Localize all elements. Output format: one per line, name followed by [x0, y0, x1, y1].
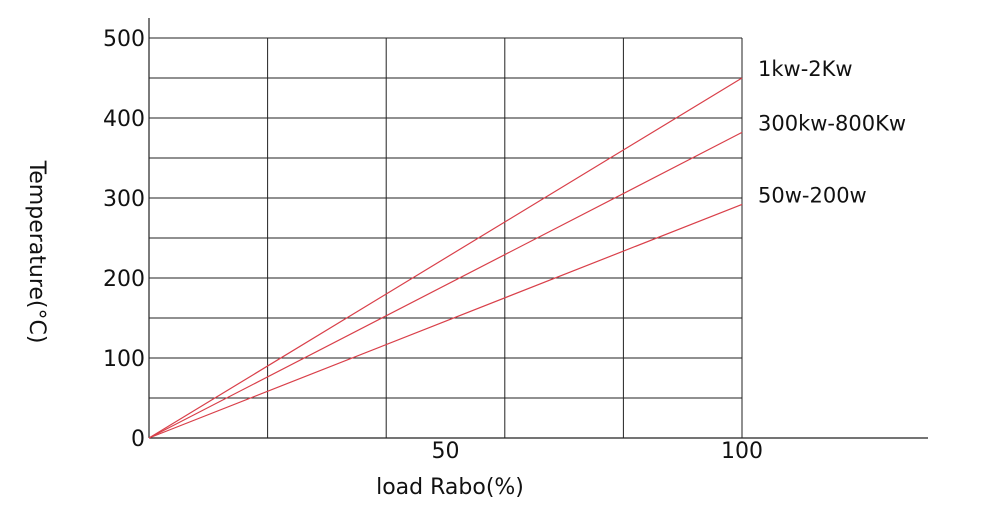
- y-tick-label: 500: [103, 27, 145, 52]
- series-line: [148, 131, 743, 439]
- x-axis-title: load Rabo(%): [376, 475, 524, 500]
- x-tick-label: 100: [721, 439, 763, 464]
- y-tick-label: 400: [103, 107, 145, 132]
- y-tick-label: 0: [131, 427, 145, 452]
- series-label: 300kw-800Kw: [758, 111, 906, 135]
- y-tick-label: 300: [103, 187, 145, 212]
- series-labels: 1kw-2Kw 300kw-800Kw 50w-200w: [758, 57, 906, 207]
- series-line: [148, 203, 743, 439]
- series-line: [148, 77, 743, 439]
- y-tick-label: 200: [103, 267, 145, 292]
- axes: [148, 18, 928, 439]
- series-label: 50w-200w: [758, 183, 867, 207]
- grid: [149, 37, 743, 438]
- tick-labels: 0 100 200 300 400 500 50 100: [103, 27, 763, 464]
- y-tick-label: 100: [103, 347, 145, 372]
- y-axis-title: Temperature(°C): [24, 160, 49, 344]
- x-tick-label: 50: [432, 439, 460, 464]
- series-lines: [148, 77, 743, 439]
- series-label: 1kw-2Kw: [758, 57, 853, 81]
